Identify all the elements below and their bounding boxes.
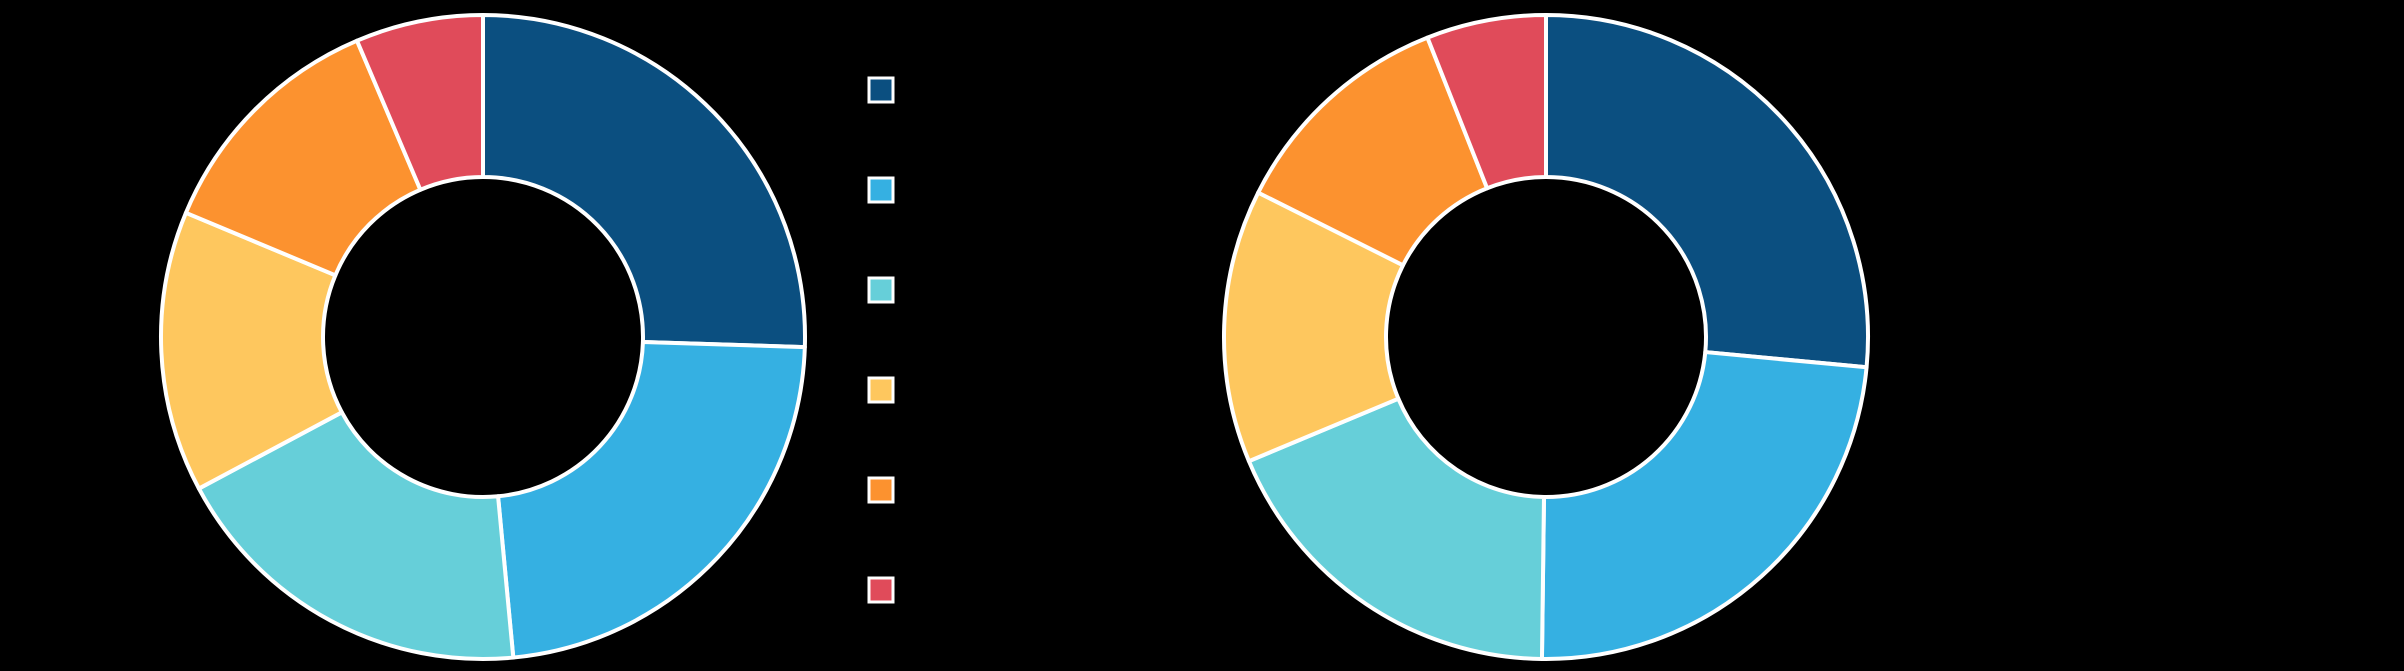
legend-swatch — [867, 176, 895, 204]
slice — [496, 340, 807, 660]
legend-swatch — [867, 376, 895, 404]
slice — [1539, 350, 1869, 661]
slice — [354, 13, 485, 192]
slice — [1222, 190, 1405, 464]
slice — [1246, 396, 1546, 661]
legend-swatch — [867, 576, 895, 604]
slice — [1425, 13, 1548, 191]
legend-swatch — [867, 276, 895, 304]
slice — [196, 410, 516, 661]
slice — [1544, 13, 1870, 370]
slice — [481, 13, 807, 350]
legend-swatch — [867, 76, 895, 104]
slice — [159, 210, 344, 491]
legend-swatch — [867, 476, 895, 504]
slice — [183, 38, 423, 278]
